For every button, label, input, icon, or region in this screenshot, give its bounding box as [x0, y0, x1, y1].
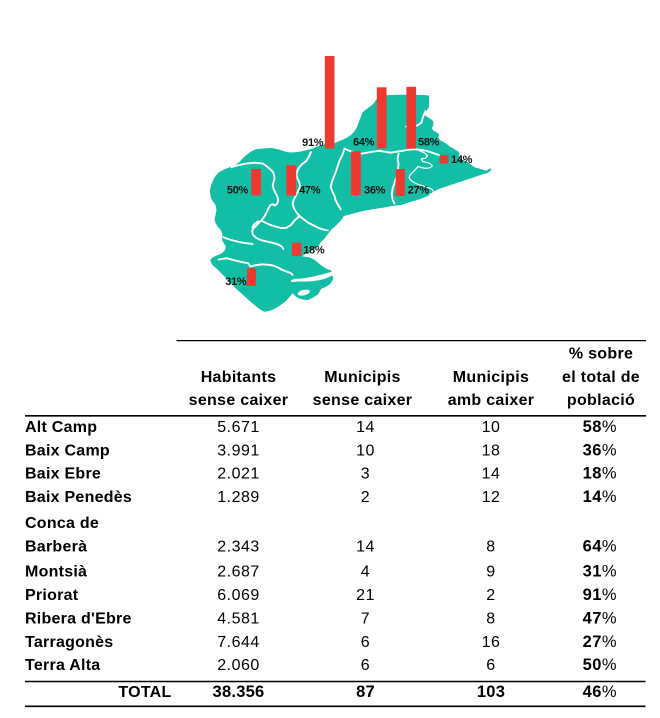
svg-text:Conca de: Conca de	[25, 515, 99, 532]
svg-text:7: 7	[361, 611, 370, 628]
svg-text:amb caixer: amb caixer	[448, 392, 535, 409]
svg-text:6: 6	[486, 657, 495, 674]
svg-text:3.991: 3.991	[217, 443, 260, 460]
svg-text:població: població	[567, 392, 635, 409]
svg-text:14%: 14%	[451, 154, 473, 166]
svg-text:5.671: 5.671	[217, 419, 260, 436]
svg-text:31%: 31%	[583, 563, 617, 581]
svg-text:87: 87	[356, 683, 375, 701]
svg-text:47%: 47%	[583, 610, 617, 628]
svg-text:91%: 91%	[583, 586, 617, 604]
svg-text:Ribera d'Ebre: Ribera d'Ebre	[25, 611, 132, 628]
svg-text:Terra Alta: Terra Alta	[25, 657, 100, 674]
svg-text:Priorat: Priorat	[25, 587, 79, 604]
svg-text:8: 8	[486, 539, 495, 556]
svg-text:sense caixer: sense caixer	[313, 392, 413, 409]
svg-text:7.644: 7.644	[217, 634, 260, 651]
svg-text:6: 6	[361, 634, 370, 651]
svg-text:% sobre: % sobre	[569, 346, 633, 363]
svg-text:27%: 27%	[408, 185, 430, 197]
svg-text:36%: 36%	[583, 442, 617, 460]
svg-text:2.687: 2.687	[217, 564, 260, 581]
svg-text:50%: 50%	[227, 185, 249, 197]
svg-text:58%: 58%	[418, 137, 440, 149]
svg-text:9: 9	[486, 564, 495, 581]
svg-text:Municipis: Municipis	[453, 369, 529, 386]
svg-text:Municipis: Municipis	[324, 369, 400, 386]
svg-text:10: 10	[482, 419, 501, 436]
svg-text:18: 18	[482, 443, 501, 460]
svg-text:3: 3	[361, 466, 370, 483]
svg-text:31%: 31%	[225, 276, 247, 288]
svg-text:64%: 64%	[583, 538, 617, 556]
svg-text:58%: 58%	[583, 418, 617, 436]
svg-text:14: 14	[356, 539, 375, 556]
svg-text:2.060: 2.060	[217, 657, 260, 674]
svg-text:50%: 50%	[583, 656, 617, 674]
svg-text:Montsià: Montsià	[25, 564, 87, 581]
svg-text:12: 12	[482, 489, 501, 506]
svg-text:64%: 64%	[353, 137, 375, 149]
svg-text:Alt Camp: Alt Camp	[25, 419, 97, 436]
svg-text:14: 14	[482, 466, 501, 483]
svg-text:14: 14	[356, 419, 375, 436]
svg-text:46%: 46%	[583, 683, 617, 701]
svg-text:21: 21	[356, 587, 375, 604]
svg-text:36%: 36%	[364, 185, 386, 197]
svg-text:2.021: 2.021	[217, 466, 260, 483]
svg-text:18%: 18%	[583, 465, 617, 483]
svg-text:27%: 27%	[583, 633, 617, 651]
svg-text:2: 2	[486, 587, 495, 604]
svg-text:47%: 47%	[299, 185, 321, 197]
svg-text:TOTAL: TOTAL	[118, 684, 171, 701]
svg-text:Tarragonès: Tarragonès	[25, 634, 113, 651]
svg-text:38.356: 38.356	[213, 683, 265, 701]
svg-text:4: 4	[361, 564, 370, 581]
svg-text:sense caixer: sense caixer	[189, 392, 289, 409]
svg-text:Baix Camp: Baix Camp	[25, 443, 110, 460]
svg-text:10: 10	[356, 443, 375, 460]
svg-text:6: 6	[361, 657, 370, 674]
svg-text:6.069: 6.069	[217, 587, 260, 604]
svg-text:2: 2	[361, 489, 370, 506]
svg-text:103: 103	[477, 683, 505, 701]
svg-text:Baix Ebre: Baix Ebre	[25, 466, 101, 483]
svg-text:8: 8	[486, 611, 495, 628]
svg-text:1.289: 1.289	[217, 489, 260, 506]
svg-text:Barberà: Barberà	[25, 539, 87, 556]
svg-text:Habitants: Habitants	[201, 369, 277, 386]
svg-text:16: 16	[482, 634, 501, 651]
svg-text:14%: 14%	[583, 488, 617, 506]
svg-text:91%: 91%	[302, 137, 324, 149]
svg-text:4.581: 4.581	[217, 611, 260, 628]
svg-text:Baix Penedès: Baix Penedès	[25, 489, 132, 506]
svg-text:2.343: 2.343	[217, 539, 260, 556]
svg-text:el total de: el total de	[562, 369, 640, 386]
svg-text:18%: 18%	[303, 245, 325, 257]
